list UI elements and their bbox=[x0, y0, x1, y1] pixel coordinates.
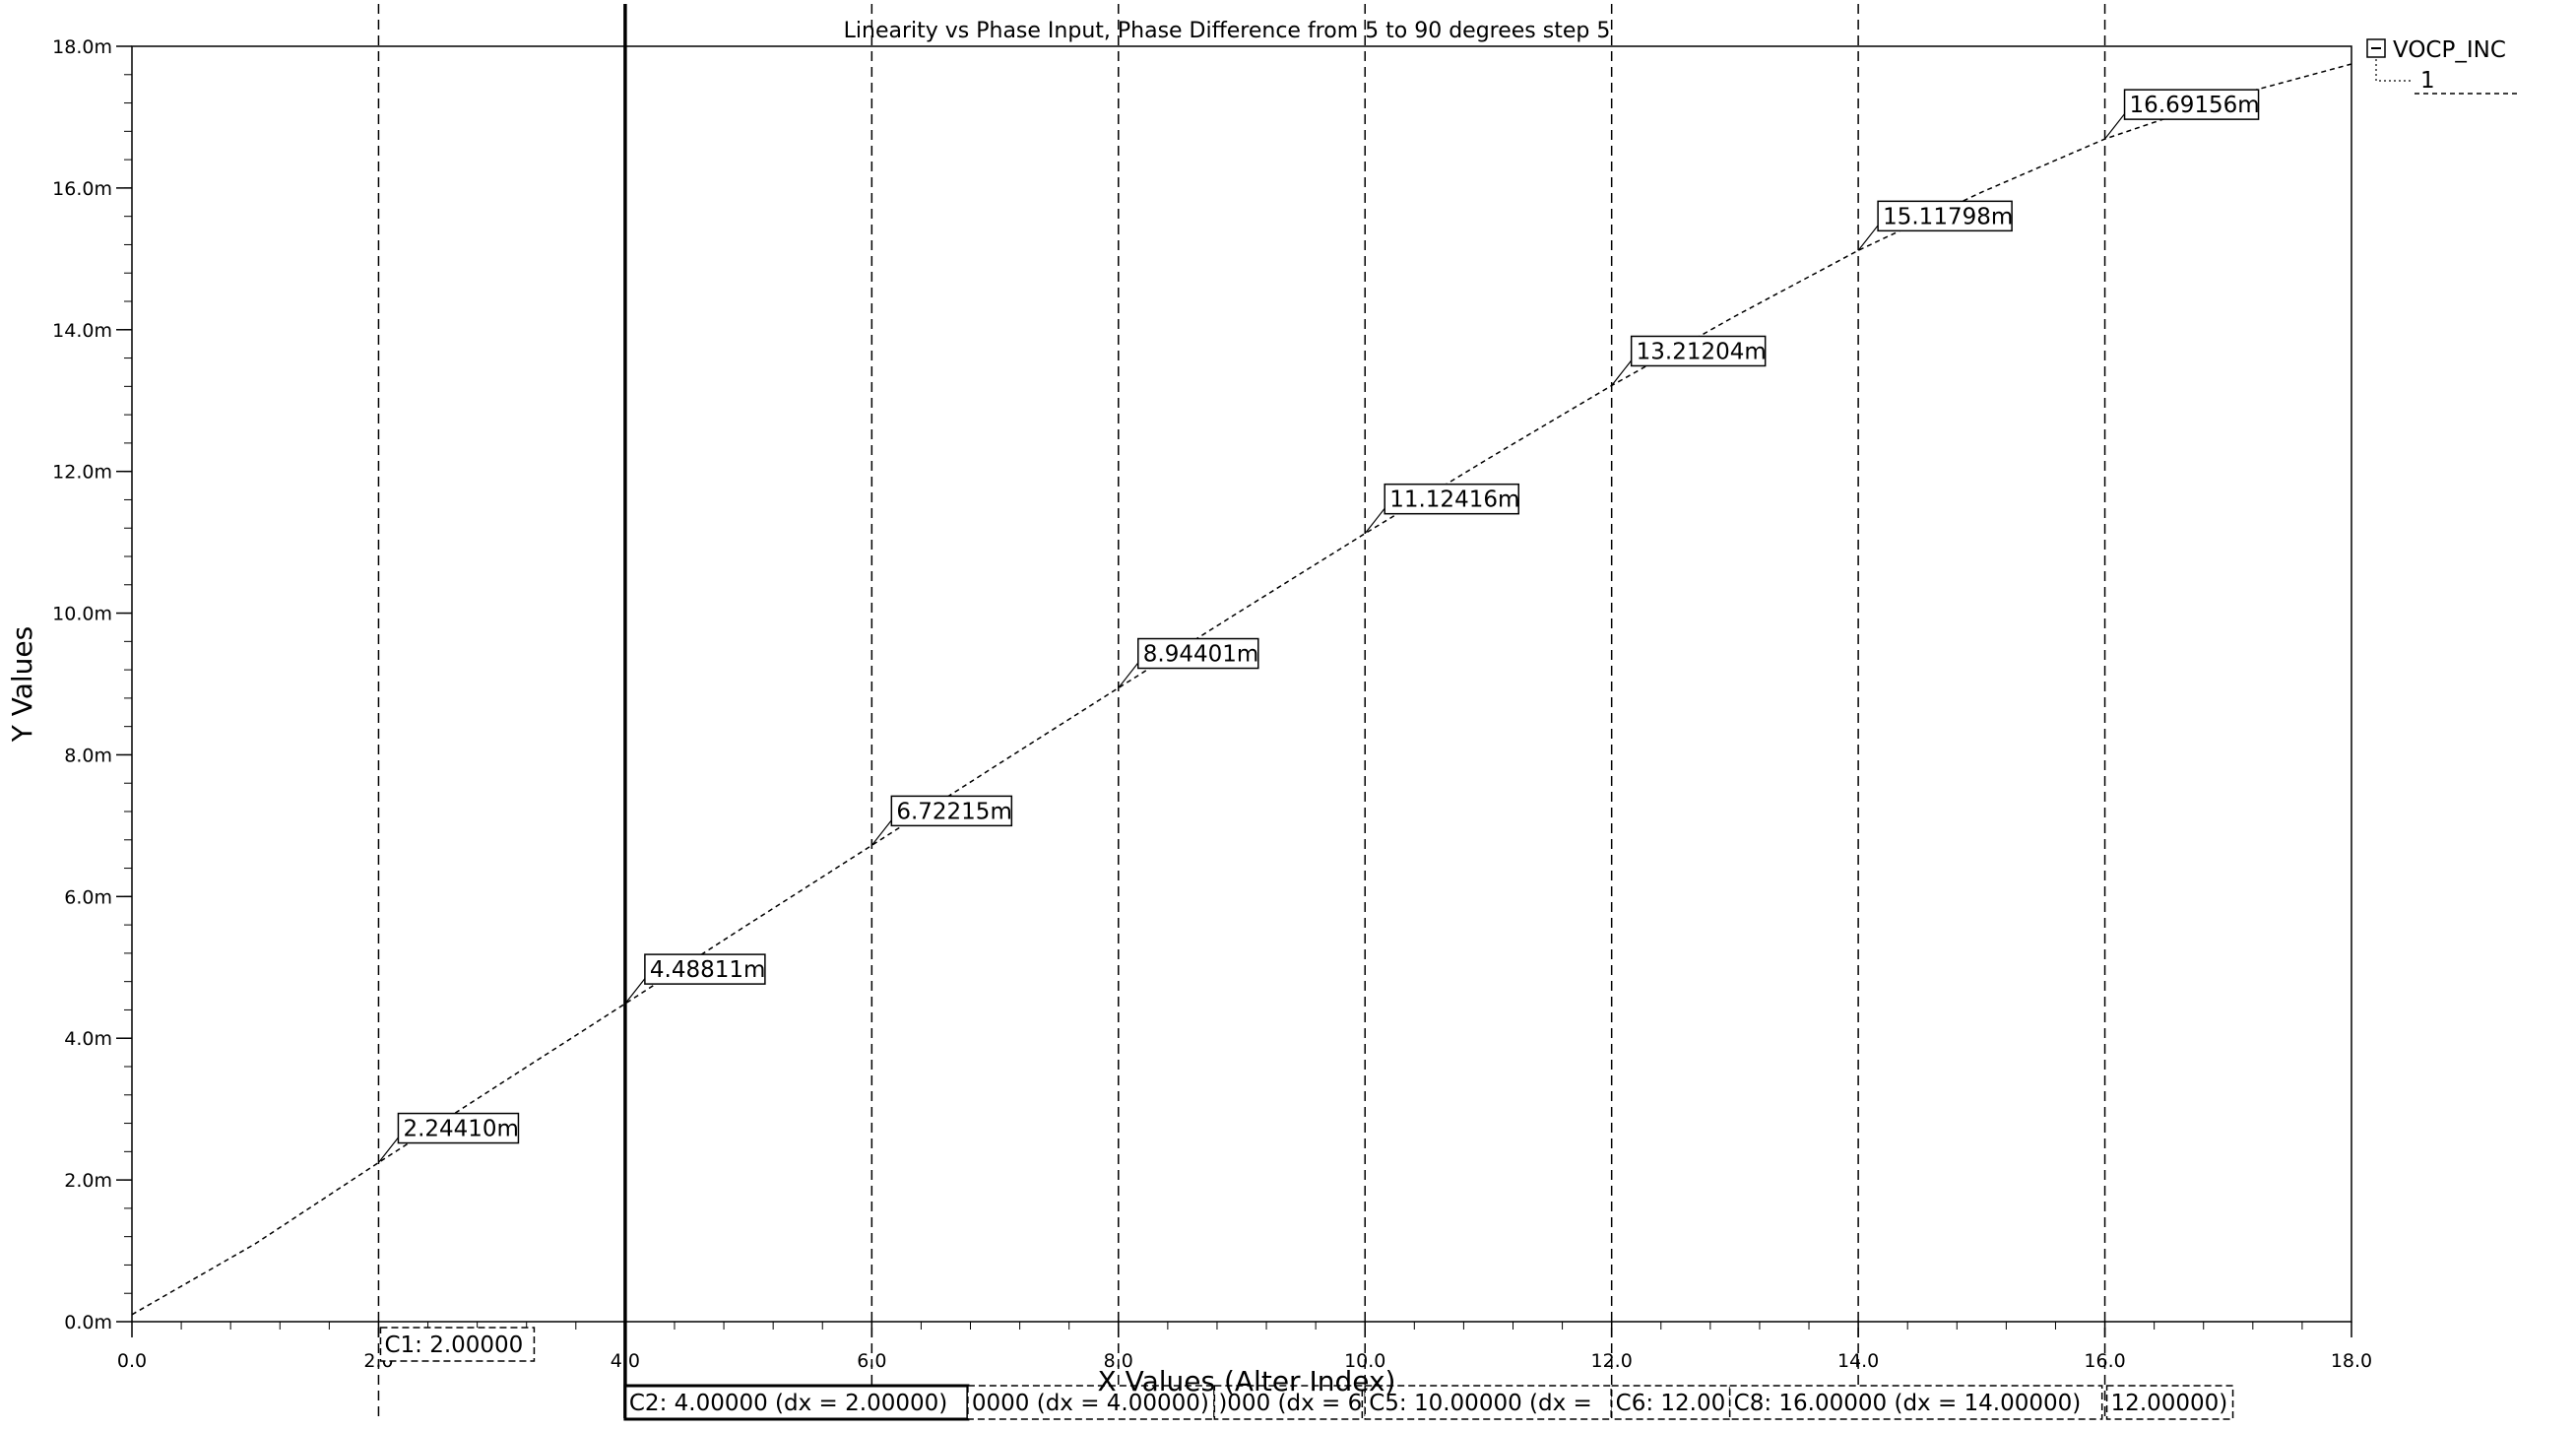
legend-sweep-label[interactable]: 1 bbox=[2420, 68, 2435, 94]
marker-label-box bbox=[890, 795, 1013, 827]
marker-label-box bbox=[397, 1112, 520, 1144]
y-tick-label: 14.0m bbox=[52, 320, 112, 342]
marker-label: 13.21204m bbox=[1637, 339, 1767, 364]
axis-ticks: 0.0 2.0 4.0 6.0 8.0 10.0 12.0 14.0 16.0 18.00.0m2… bbox=[52, 36, 2372, 1372]
y-tick-label: 8.0m bbox=[64, 745, 112, 766]
marker-leader bbox=[1118, 660, 1141, 688]
marker-label: 16.69156m bbox=[2130, 93, 2260, 118]
x-tick-label: 0.0 bbox=[117, 1350, 147, 1372]
marker-label-box bbox=[644, 953, 766, 985]
cursor-label[interactable]: C2: 4.00000 (dx = 2.00000) bbox=[629, 1391, 947, 1416]
marker-layer: 2.24410m 4.48811m 6.72215m 8.94401m 11.12416… bbox=[377, 89, 2260, 1163]
marker-label-box bbox=[1877, 200, 2013, 232]
x-tick-label: 16.0 bbox=[2084, 1350, 2125, 1372]
y-tick-label: 0.0m bbox=[64, 1312, 112, 1333]
cursor-label[interactable]: 12.00000) bbox=[2111, 1391, 2228, 1416]
marker-label-box bbox=[1630, 335, 1767, 367]
cursor-labels: C1: 2.00000 C2: 4.00000 (dx = 2.00000) 000… bbox=[379, 1327, 2234, 1421]
marker-label: 15.11798m bbox=[1883, 204, 2013, 229]
marker-label: 4.48811m bbox=[650, 957, 766, 983]
x-tick-label: 18.0 bbox=[2331, 1350, 2372, 1372]
y-tick-label: 2.0m bbox=[64, 1170, 112, 1192]
y-tick-label: 16.0m bbox=[52, 178, 112, 200]
cursor-lines bbox=[377, 4, 2106, 1418]
cursor-label[interactable]: 0000 (dx = 4.00000) bbox=[972, 1391, 1209, 1416]
cursor-label-box[interactable] bbox=[967, 1385, 1215, 1420]
cursor-label[interactable]: C8: 16.00000 (dx = 14.00000) bbox=[1734, 1391, 2082, 1416]
y-tick-label: 18.0m bbox=[52, 36, 112, 58]
cursor-label[interactable]: C5: 10.00000 (dx = bbox=[1369, 1391, 1592, 1416]
legend-tree-connector bbox=[2375, 59, 2413, 82]
y-tick-label: 12.0m bbox=[52, 462, 112, 484]
marker-leader bbox=[870, 817, 894, 846]
x-tick-label: 12.0 bbox=[1591, 1350, 1633, 1372]
marker-label: 8.94401m bbox=[1143, 642, 1259, 668]
cursor-label[interactable]: C6: 12.00 bbox=[1616, 1391, 1726, 1416]
series-layer bbox=[131, 63, 2352, 1316]
cursor-label-box[interactable] bbox=[379, 1327, 536, 1362]
x-tick-label: 6.0 bbox=[857, 1350, 886, 1372]
marker-leader bbox=[377, 1135, 401, 1163]
y-axis-title: Y Values bbox=[6, 626, 38, 743]
legend[interactable]: VOCP_INC 1 bbox=[2366, 37, 2519, 95]
marker-leader bbox=[2104, 110, 2128, 140]
y-tick-label: 10.0m bbox=[52, 604, 112, 625]
marker-label: 2.24410m bbox=[403, 1117, 519, 1142]
x-tick-label: 10.0 bbox=[1344, 1350, 1385, 1372]
series-line-vocp_inc bbox=[131, 63, 2352, 1316]
marker-label-box bbox=[2123, 89, 2260, 120]
marker-label-box bbox=[1384, 483, 1519, 515]
cursor-label-box[interactable] bbox=[1364, 1385, 1612, 1420]
marker-leader bbox=[1857, 222, 1881, 251]
marker-leader bbox=[1364, 505, 1387, 535]
marker-label: 11.12416m bbox=[1389, 488, 1519, 513]
chart-title: Linearity vs Phase Input, Phase Differen… bbox=[844, 19, 1611, 43]
plot-frame bbox=[131, 45, 2352, 1323]
y-tick-label: 6.0m bbox=[64, 886, 112, 908]
cursor-label[interactable]: )000 (dx = 6 bbox=[1218, 1391, 1362, 1416]
marker-leader bbox=[1611, 358, 1635, 386]
marker-label-box bbox=[1137, 637, 1259, 670]
x-tick-label: 4.0 bbox=[611, 1350, 640, 1372]
cursor-label-box[interactable] bbox=[1728, 1385, 2103, 1420]
cursor-label-box[interactable] bbox=[1213, 1385, 1364, 1420]
cursor-label[interactable]: C1: 2.00000 bbox=[384, 1332, 523, 1358]
x-tick-label: 14.0 bbox=[1837, 1350, 1879, 1372]
y-tick-label: 4.0m bbox=[64, 1028, 112, 1050]
x-tick-label: 8.0 bbox=[1104, 1350, 1133, 1372]
legend-series-name[interactable]: VOCP_INC bbox=[2393, 37, 2506, 63]
marker-label: 6.72215m bbox=[896, 799, 1012, 824]
cursor-label-box[interactable] bbox=[1610, 1385, 1731, 1420]
cursor-label-box[interactable] bbox=[2105, 1385, 2234, 1420]
marker-leader bbox=[624, 975, 648, 1005]
x-axis-title: X Values (Alter Index) bbox=[1098, 1365, 1396, 1398]
